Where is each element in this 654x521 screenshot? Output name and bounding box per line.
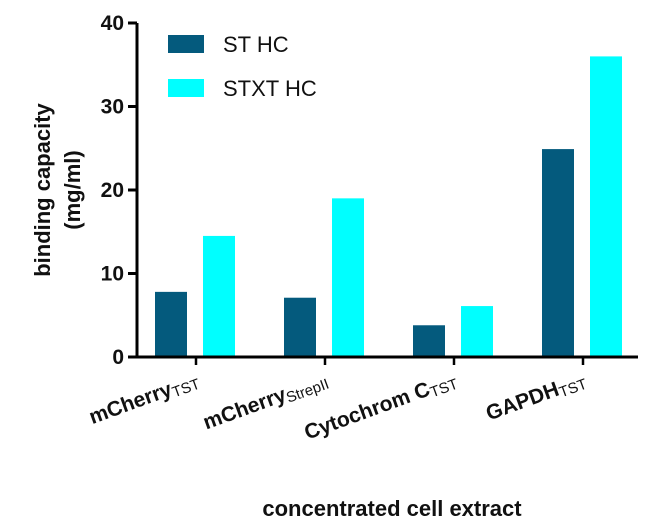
bar-stxt-hc <box>203 235 235 356</box>
legend: ST HC STXT HC <box>168 32 317 101</box>
y-axis: 0 10 20 30 40 <box>101 12 139 369</box>
svg-text:GAPDHTST: GAPDHTST <box>483 368 589 427</box>
bar-st-hc <box>413 325 445 356</box>
bar-stxt-hc <box>332 198 364 356</box>
y-tick-label: 40 <box>101 12 124 35</box>
y-tick-label: 10 <box>101 263 124 286</box>
bar-st-hc <box>542 149 574 356</box>
y-tick-label: 0 <box>112 346 124 369</box>
bar-stxt-hc <box>590 56 622 356</box>
x-tick-label: GAPDHTST <box>483 368 589 427</box>
svg-text:(mg/ml): (mg/ml) <box>60 150 85 229</box>
bar-st-hc <box>284 297 316 356</box>
y-tick-label: 20 <box>101 179 124 202</box>
legend-swatch <box>168 35 204 53</box>
legend-label: ST HC <box>223 32 289 57</box>
x-tick-label: mCherryTST <box>86 368 202 431</box>
legend-label: STXT HC <box>223 76 317 101</box>
svg-text:binding capacity: binding capacity <box>30 102 55 276</box>
x-axis-label: concentrated cell extract <box>262 496 522 521</box>
legend-swatch <box>168 79 204 97</box>
bar-stxt-hc <box>461 306 493 356</box>
svg-text:mCherryTST: mCherryTST <box>86 368 202 431</box>
bar-st-hc <box>155 291 187 356</box>
bars <box>155 56 622 356</box>
y-axis-label: binding capacity (mg/ml) <box>30 102 85 276</box>
y-tick-label: 30 <box>101 96 124 119</box>
